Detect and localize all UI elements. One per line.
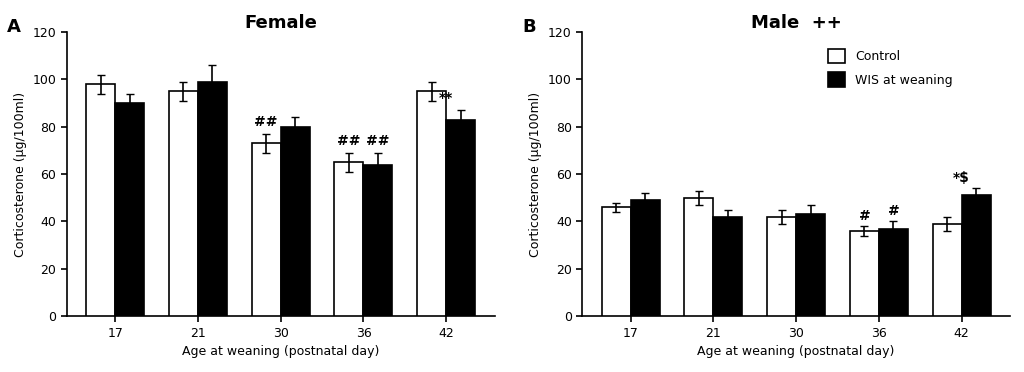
Bar: [850, 231, 879, 316]
Text: #: #: [858, 209, 870, 222]
Bar: [631, 200, 659, 316]
Text: #: #: [888, 204, 899, 218]
Bar: [684, 198, 714, 316]
Text: A: A: [7, 18, 20, 36]
Bar: [364, 165, 392, 316]
Text: B: B: [522, 18, 536, 36]
Bar: [962, 195, 990, 316]
Text: *$: *$: [953, 171, 970, 185]
Bar: [335, 162, 364, 316]
Bar: [115, 103, 144, 316]
Y-axis label: Corticosterone (µg/100ml): Corticosterone (µg/100ml): [14, 92, 27, 257]
Bar: [796, 214, 825, 316]
Bar: [169, 91, 198, 316]
Bar: [417, 91, 446, 316]
X-axis label: Age at weaning (postnatal day): Age at weaning (postnatal day): [697, 345, 895, 358]
Bar: [879, 228, 908, 316]
Bar: [198, 82, 227, 316]
Bar: [252, 143, 281, 316]
Y-axis label: Corticosterone (µg/100ml): Corticosterone (µg/100ml): [529, 92, 543, 257]
Bar: [767, 217, 796, 316]
Text: ##: ##: [367, 134, 390, 148]
Text: ##: ##: [254, 115, 278, 129]
X-axis label: Age at weaning (postnatal day): Age at weaning (postnatal day): [182, 345, 379, 358]
Title: Male  ++: Male ++: [751, 14, 842, 32]
Bar: [86, 84, 115, 316]
Bar: [933, 224, 962, 316]
Bar: [602, 207, 631, 316]
Text: ##: ##: [337, 134, 360, 148]
Bar: [281, 127, 309, 316]
Text: **: **: [438, 92, 453, 105]
Title: Female: Female: [245, 14, 317, 32]
Legend: Control, WIS at weaning: Control, WIS at weaning: [822, 44, 957, 92]
Bar: [446, 120, 475, 316]
Bar: [714, 217, 742, 316]
